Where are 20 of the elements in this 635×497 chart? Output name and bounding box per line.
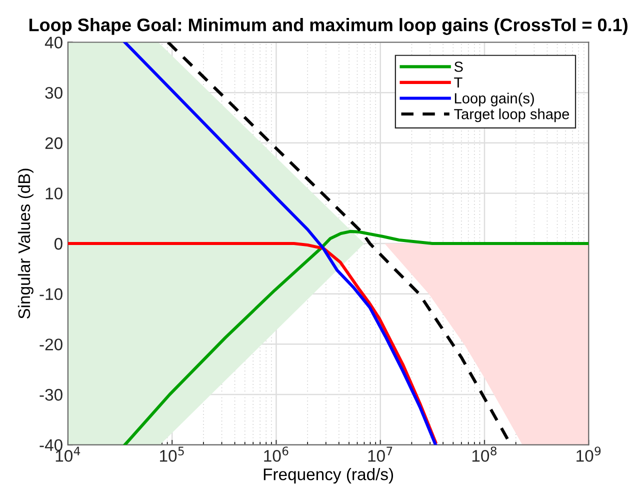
y-tick-label: -30 bbox=[40, 388, 62, 401]
y-tick-label: -20 bbox=[40, 338, 62, 350]
legend-label: S bbox=[454, 62, 463, 72]
x-tick-label: 10$^{9}$ bbox=[576, 446, 601, 462]
x-tick-label: 10$^{6}$ bbox=[264, 446, 288, 462]
x-tick-label: 10$^{7}$ bbox=[368, 446, 392, 462]
legend-label: Loop gain(s) bbox=[454, 92, 534, 106]
y-axis-title: Singular Values (dB) bbox=[18, 168, 34, 319]
y-tick-label: 30 bbox=[45, 86, 62, 99]
x-tick-label: 10$^{5}$ bbox=[160, 446, 184, 462]
x-tick-label: 10$^{8}$ bbox=[472, 446, 496, 462]
y-tick-label: 0 bbox=[54, 238, 62, 250]
y-tick-label: 20 bbox=[45, 137, 62, 150]
legend-label: Target loop shape bbox=[454, 108, 570, 122]
y-tick-label: 10 bbox=[46, 188, 62, 200]
chart-title: Loop Shape Goal: Minimum and maximum loop gains (CrossTol = 0.1) bbox=[29, 18, 628, 35]
y-tick-label: -10 bbox=[40, 288, 62, 300]
x-axis-title: Frequency (rad/s) bbox=[264, 468, 394, 484]
y-tick-label: 40 bbox=[44, 36, 62, 48]
legend-label: T bbox=[454, 78, 462, 88]
